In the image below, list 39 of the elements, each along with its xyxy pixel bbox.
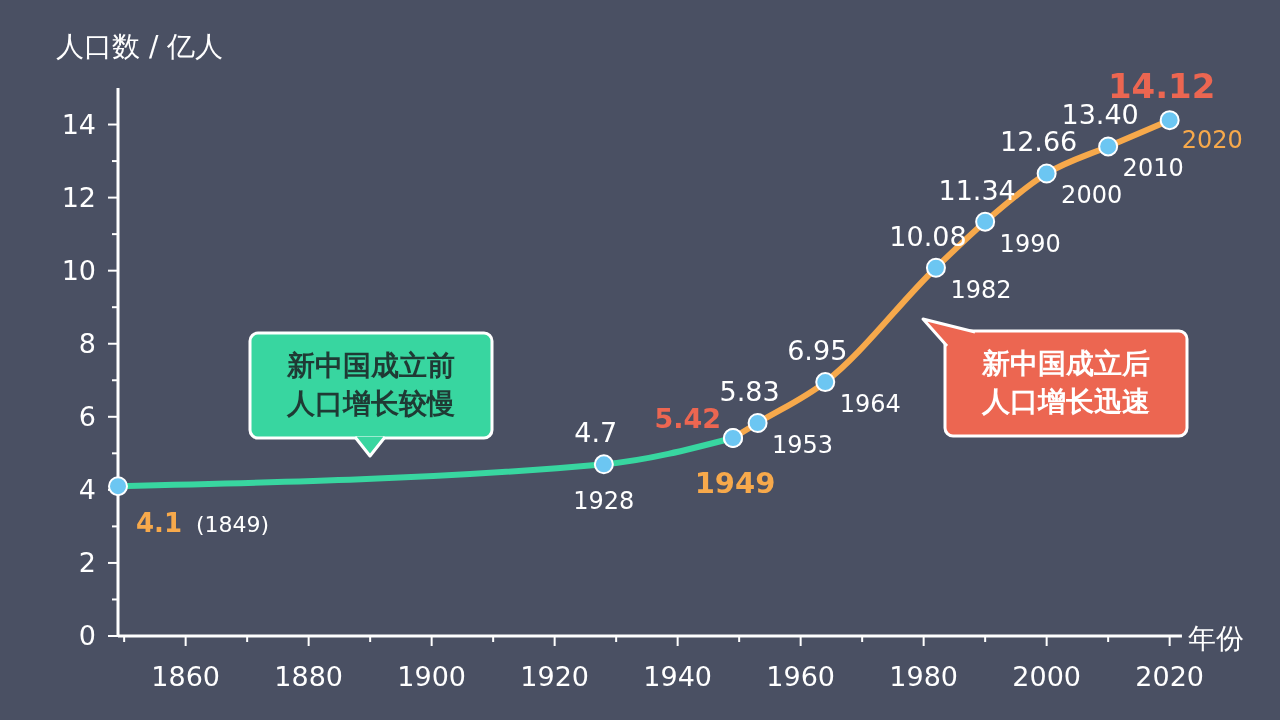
x-tick-label: 1940 bbox=[643, 661, 713, 692]
annotation: 2000 bbox=[1061, 181, 1123, 210]
data-label: 12.66 bbox=[1000, 126, 1078, 158]
data-label: 11.34 bbox=[938, 174, 1016, 206]
y-tick-label: 6 bbox=[78, 400, 96, 432]
y-tick-label: 8 bbox=[78, 327, 96, 359]
x-tick-label: 1980 bbox=[889, 661, 959, 692]
annotation: 新中国成立前人口增长较慢 bbox=[286, 349, 455, 420]
annotation: 1990 bbox=[999, 229, 1061, 258]
x-tick-label: 1860 bbox=[151, 661, 221, 692]
data-label: 5.83 bbox=[719, 376, 780, 408]
y-tick-label: 4 bbox=[78, 473, 96, 505]
annotation: 2010 bbox=[1122, 154, 1184, 183]
y-tick-label: 2 bbox=[78, 546, 96, 578]
annotation: 1964 bbox=[839, 390, 901, 419]
y-tick-label: 0 bbox=[78, 620, 96, 651]
x-tick-label: 1900 bbox=[397, 661, 467, 692]
y-axis-title: 人口数 / 亿人 bbox=[56, 30, 224, 63]
annotation: 1928 bbox=[573, 487, 635, 516]
data-label: 10.08 bbox=[889, 220, 967, 252]
x-tick-label: 1920 bbox=[520, 661, 590, 692]
y-tick-label: 12 bbox=[61, 181, 96, 213]
data-label: 4.7 bbox=[574, 417, 618, 449]
annotation: 2020 bbox=[1181, 126, 1243, 155]
x-tick-label: 1960 bbox=[766, 661, 836, 692]
x-tick-label: 2000 bbox=[1012, 661, 1082, 692]
annotation: 1982 bbox=[950, 275, 1012, 304]
data-label: 5.42 bbox=[654, 402, 721, 434]
data-label: 4.1 bbox=[136, 508, 183, 539]
data-label: 6.95 bbox=[787, 335, 848, 367]
annotation: 1949 bbox=[694, 465, 776, 500]
y-tick-label: 14 bbox=[61, 108, 96, 140]
x-axis-title: 年份 bbox=[1187, 622, 1244, 655]
annotation: 新中国成立后人口增长迅速 bbox=[981, 347, 1150, 418]
x-tick-label: 1880 bbox=[274, 661, 344, 692]
y-tick-label: 10 bbox=[61, 254, 96, 286]
annotation: (1849) bbox=[196, 512, 270, 538]
x-tick-label: 2020 bbox=[1135, 661, 1205, 692]
annotation: 1953 bbox=[772, 431, 834, 460]
